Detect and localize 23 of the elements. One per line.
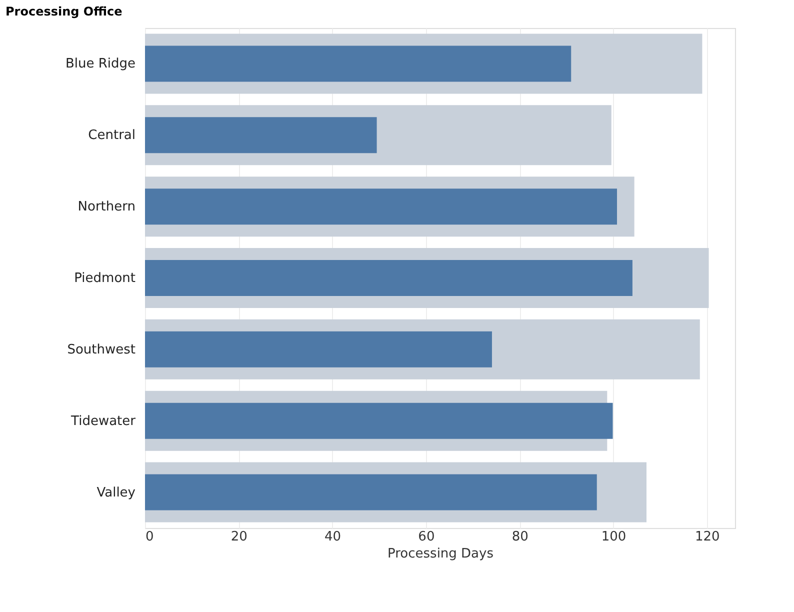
x-tick-label: 120 xyxy=(694,530,720,544)
bar xyxy=(145,188,617,225)
bar xyxy=(145,474,597,510)
x-tick-label: 40 xyxy=(324,530,342,544)
y-tick-label: Northern xyxy=(78,200,136,215)
x-tick-label: 60 xyxy=(418,530,435,544)
x-tick-label: 20 xyxy=(230,530,248,544)
y-tick-label: Piedmont xyxy=(74,271,136,286)
bar xyxy=(145,46,572,82)
y-tick-label: Tidewater xyxy=(70,414,136,429)
x-tick-label: 0 xyxy=(146,530,154,544)
y-tick-label: Blue Ridge xyxy=(65,56,136,72)
y-axis-title: Processing Office xyxy=(6,4,122,18)
bar xyxy=(145,260,632,296)
bar xyxy=(145,117,377,154)
x-tick-label: 80 xyxy=(512,530,528,544)
bar xyxy=(145,402,613,439)
bar xyxy=(145,331,492,368)
y-tick-label: Southwest xyxy=(67,342,136,358)
y-tick-label: Central xyxy=(88,128,136,144)
y-tick-label: Valley xyxy=(96,485,136,500)
x-axis-title: Processing Days xyxy=(388,546,494,562)
x-tick-label: 100 xyxy=(601,530,626,544)
